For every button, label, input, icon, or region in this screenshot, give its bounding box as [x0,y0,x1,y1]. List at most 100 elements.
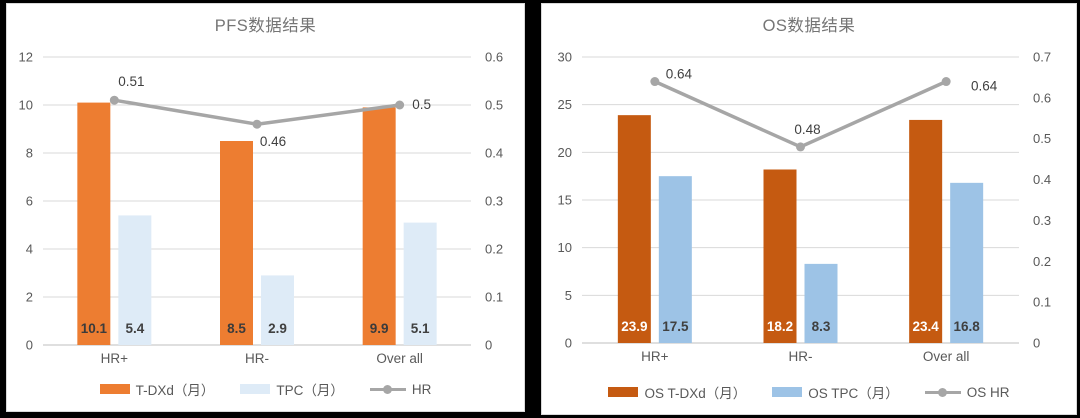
bar-tpc [804,263,838,343]
hr-line [653,79,948,149]
bar-tdxd [909,119,943,343]
legend-item-hr: HR [369,381,432,397]
left-axis-tick-label: 10 [558,240,572,255]
pfs-chart-card: 0 2 4 6 8 10 12 0 0.1 0.2 0.3 0.4 0.5 0.6 10.1 8.5 9.9 5.… [6,3,525,412]
category-label: HR- [245,351,269,366]
hr-value-label: 0.64 [971,79,998,94]
hr-line-marker [650,77,660,87]
bar-value-label: 10.1 [81,321,108,336]
legend-item-tdxd: OS T-DXd（月） [608,382,746,402]
hr-value-label: 0.48 [794,122,820,137]
legend-bar-swatch-icon [608,387,639,397]
legend-item-tpc: OS TPC（月） [772,382,899,402]
panel-divider [525,0,541,418]
pfs-chart-title: PFS数据结果 [214,17,317,35]
legend-item-tdxd: T-DXd（月） [99,379,215,399]
left-axis-tick-label: 12 [19,50,33,65]
hr-value-label: 0.46 [260,134,286,149]
legend-item-tpc: TPC（月） [240,379,344,399]
left-axis-tick-label: 4 [26,242,33,257]
bar-value-label: 16.8 [954,319,981,334]
right-axis-tick-label: 0.4 [1033,172,1051,187]
bar-tdxd [77,102,111,345]
left-axis-tick-label: 6 [26,194,33,209]
bar-value-label: 2.9 [268,321,287,336]
right-axis-tick-label: 0.1 [485,290,503,305]
os-chart-title: OS数据结果 [762,17,856,35]
right-axis-tick-label: 0 [485,338,492,353]
category-label: Over all [923,349,970,364]
os-chart-plot: 0 5 10 15 20 25 30 0 0.1 0.2 0.3 0.4 0.5 0.6 0.7 23.9 18… [558,50,1052,365]
right-axis-tick-label: 0.4 [485,146,503,161]
bar-value-label: 23.9 [621,319,647,334]
right-axis-tick-label: 0.5 [1033,131,1051,146]
bar-tpc [950,182,984,343]
legend-label: OS HR [966,384,1010,400]
left-axis-tick-label: 25 [558,97,572,112]
category-label: HR+ [641,349,668,364]
left-axis-tick-label: 0 [565,336,572,351]
pfs-chart-legend: T-DXd（月） TPC（月） HR [7,379,524,399]
os-chart-card: 0 5 10 15 20 25 30 0 0.1 0.2 0.3 0.4 0.5 0.6 0.7 23.9 18… [541,3,1077,415]
left-axis-tick-label: 15 [558,193,572,208]
legend-label: TPC（月） [276,383,344,398]
bar-tpc [261,275,294,345]
bar-tpc [118,215,152,345]
legend-label: OS TPC（月） [808,386,899,401]
legend-item-hr: OS HR [924,384,1010,400]
legend-label: HR [411,381,432,397]
legend-label: T-DXd（月） [135,383,215,398]
bar-value-label: 9.9 [370,321,389,336]
category-label: HR+ [101,351,128,366]
bar-value-label: 18.2 [767,319,793,334]
legend-bar-swatch-icon [99,384,130,394]
hr-value-label: 0.51 [118,74,144,89]
bar-value-label: 23.4 [913,319,940,334]
bar-value-label: 17.5 [662,319,689,334]
legend-line-swatch-icon [369,384,406,394]
legend-line-swatch-icon [924,387,961,397]
hr-line-marker [252,119,262,129]
hr-value-label: 0.64 [666,67,693,82]
bar-tdxd [220,141,253,345]
left-axis-tick-label: 8 [26,146,33,161]
right-axis-tick-label: 0.2 [485,242,503,257]
left-axis-tick-label: 2 [26,290,33,305]
legend-bar-swatch-icon [240,384,271,394]
hr-line-marker [941,77,951,87]
bar-tpc [403,222,437,345]
right-axis-tick-label: 0.6 [485,50,503,65]
bar-tdxd [617,115,651,343]
bar-value-label: 5.1 [411,321,430,336]
bar-value-label: 8.3 [812,319,831,334]
right-axis-tick-label: 0.1 [1033,295,1051,310]
bar-value-label: 8.5 [227,321,246,336]
os-chart-legend: OS T-DXd（月） OS TPC（月） OS HR [542,382,1076,402]
bar-tpc [658,176,692,343]
right-axis-tick-label: 0.2 [1033,254,1051,269]
right-axis-tick-label: 0.3 [485,194,503,209]
hr-line-marker [109,95,119,105]
right-axis-tick-label: 0.6 [1033,90,1051,105]
bar-tdxd [362,107,396,346]
left-axis-tick-label: 30 [558,50,572,65]
left-axis-tick-label: 20 [558,145,572,160]
right-axis-tick-label: 0.7 [1033,50,1051,65]
category-label: Over all [376,351,423,366]
legend-label: OS T-DXd（月） [644,386,747,401]
pfs-chart-plot: 0 2 4 6 8 10 12 0 0.1 0.2 0.3 0.4 0.5 0.6 10.1 8.5 9.9 5.… [19,50,504,367]
hr-value-label: 0.5 [412,97,431,112]
category-label: HR- [789,349,813,364]
right-axis-tick-label: 0 [1033,336,1040,351]
bar-value-label: 5.4 [125,321,144,336]
hr-line-marker [796,142,805,152]
bar-tdxd [763,169,797,343]
left-axis-tick-label: 0 [26,338,33,353]
right-axis-tick-label: 0.5 [485,98,503,113]
hr-line-marker [395,100,405,110]
left-axis-tick-label: 10 [19,98,33,113]
right-axis-tick-label: 0.3 [1033,213,1051,228]
legend-bar-swatch-icon [772,387,803,397]
left-axis-tick-label: 5 [565,288,572,303]
